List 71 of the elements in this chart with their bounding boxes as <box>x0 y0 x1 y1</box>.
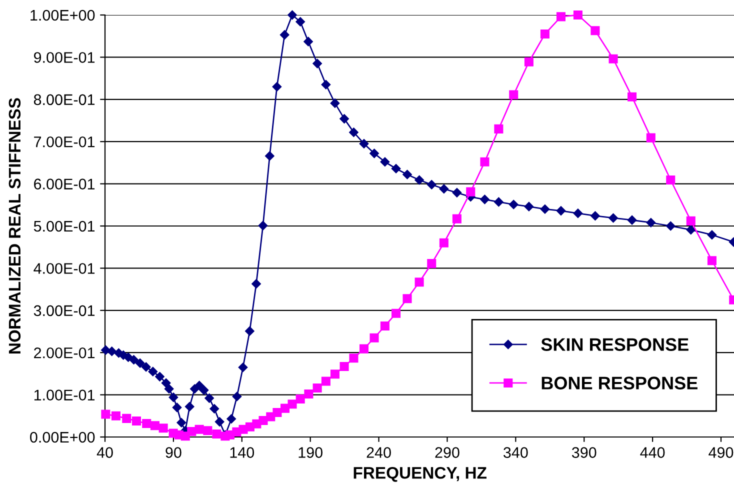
y-tick-label: 4.00E-01 <box>34 263 95 274</box>
point <box>466 187 476 196</box>
y-tick-label: 6.00E-01 <box>34 178 95 190</box>
point <box>122 414 132 423</box>
point <box>509 90 518 100</box>
x-tick-label: 90 <box>166 447 182 458</box>
y-tick-label: 8.00E-01 <box>34 94 95 106</box>
point <box>194 424 204 434</box>
x-tick-label: 340 <box>504 447 528 458</box>
point <box>402 294 412 304</box>
point <box>272 408 282 418</box>
point <box>132 416 141 426</box>
point <box>349 354 358 363</box>
y-axis-title: NORMALIZED REAL STIFFNESS <box>8 98 21 354</box>
x-tick-label: 190 <box>298 447 322 458</box>
x-tick-label: 490 <box>708 447 734 458</box>
point <box>414 278 424 287</box>
point <box>203 426 212 436</box>
x-tick-label: 290 <box>435 447 460 458</box>
point <box>321 376 330 386</box>
y-tick-label: 3.00E-01 <box>34 305 95 316</box>
point <box>142 418 152 428</box>
point <box>480 157 490 166</box>
x-tick-label: 440 <box>640 447 665 458</box>
point <box>101 410 110 419</box>
point <box>280 404 290 413</box>
point <box>686 216 696 226</box>
point <box>296 394 305 404</box>
point <box>380 322 390 331</box>
point <box>707 256 716 266</box>
y-tick-label: 1.00E+00 <box>30 10 95 21</box>
x-tick-label: 390 <box>572 447 596 458</box>
point <box>427 259 436 268</box>
point <box>666 175 676 185</box>
y-tick-label: 9.00E-01 <box>34 52 95 63</box>
point <box>150 421 160 430</box>
x-tick-label: 240 <box>366 447 391 458</box>
point <box>288 400 297 409</box>
x-tick-label: 140 <box>230 447 254 458</box>
point <box>439 238 448 248</box>
point <box>524 57 534 66</box>
point <box>111 411 120 420</box>
point <box>628 92 637 102</box>
point <box>452 214 462 224</box>
point <box>340 362 349 372</box>
point <box>158 424 168 433</box>
point <box>359 344 369 354</box>
point <box>573 10 582 20</box>
point <box>392 308 401 318</box>
point <box>304 389 314 398</box>
x-tick-label: 40 <box>96 447 113 458</box>
point <box>556 12 566 22</box>
y-tick-label: 1.00E-01 <box>34 390 95 400</box>
point <box>608 54 618 64</box>
y-tick-label: 5.00E-01 <box>34 220 95 232</box>
y-tick-label: 2.00E-01 <box>34 347 95 358</box>
y-tick-label: 7.00E-01 <box>34 136 95 148</box>
x-axis-title: FREQUENCY, HZ <box>354 466 486 482</box>
point <box>494 124 504 134</box>
point <box>330 370 340 379</box>
legend-label: BONE RESPONSE <box>542 376 698 390</box>
point <box>187 427 196 436</box>
point <box>312 384 322 393</box>
point <box>212 430 222 439</box>
point <box>590 26 600 36</box>
point <box>370 333 379 342</box>
point <box>646 133 656 142</box>
y-tick-label: 0.00E+00 <box>30 432 95 443</box>
point <box>258 416 268 426</box>
legend-label: SKIN RESPONSE <box>541 338 688 351</box>
point <box>540 29 550 39</box>
